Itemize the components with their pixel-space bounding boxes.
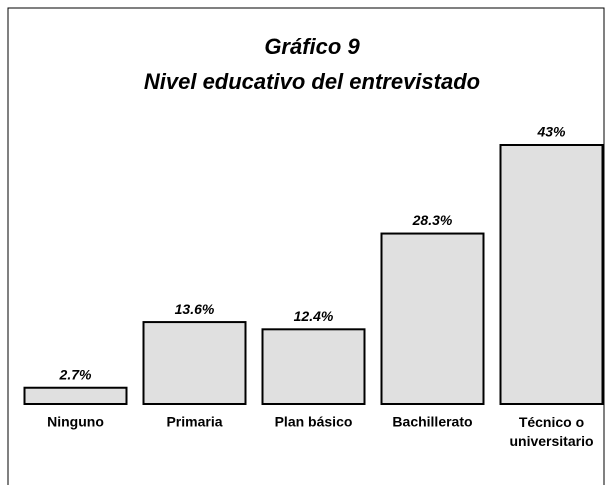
value-label: 12.4% (294, 308, 334, 324)
x-tick-label: Plan básico (275, 414, 353, 430)
x-tick-label: Primaria (166, 414, 222, 430)
value-label: 2.7% (59, 366, 92, 382)
bar (142, 321, 247, 405)
x-tick-label: Técnico o universitario (509, 414, 593, 449)
chart-title: Gráfico 9 (264, 34, 360, 59)
frame (7, 7, 605, 485)
bar (23, 386, 128, 406)
value-label: 13.6% (175, 301, 215, 317)
x-tick-label: Bachillerato (392, 414, 472, 430)
bar (499, 144, 604, 405)
x-tick-label: Ninguno (47, 414, 104, 430)
chart-subtitle: Nivel educativo del entrevistado (144, 69, 480, 94)
value-label: 43% (536, 124, 566, 140)
bar (380, 232, 485, 405)
value-label: 28.3% (412, 212, 453, 228)
bar (261, 328, 366, 405)
